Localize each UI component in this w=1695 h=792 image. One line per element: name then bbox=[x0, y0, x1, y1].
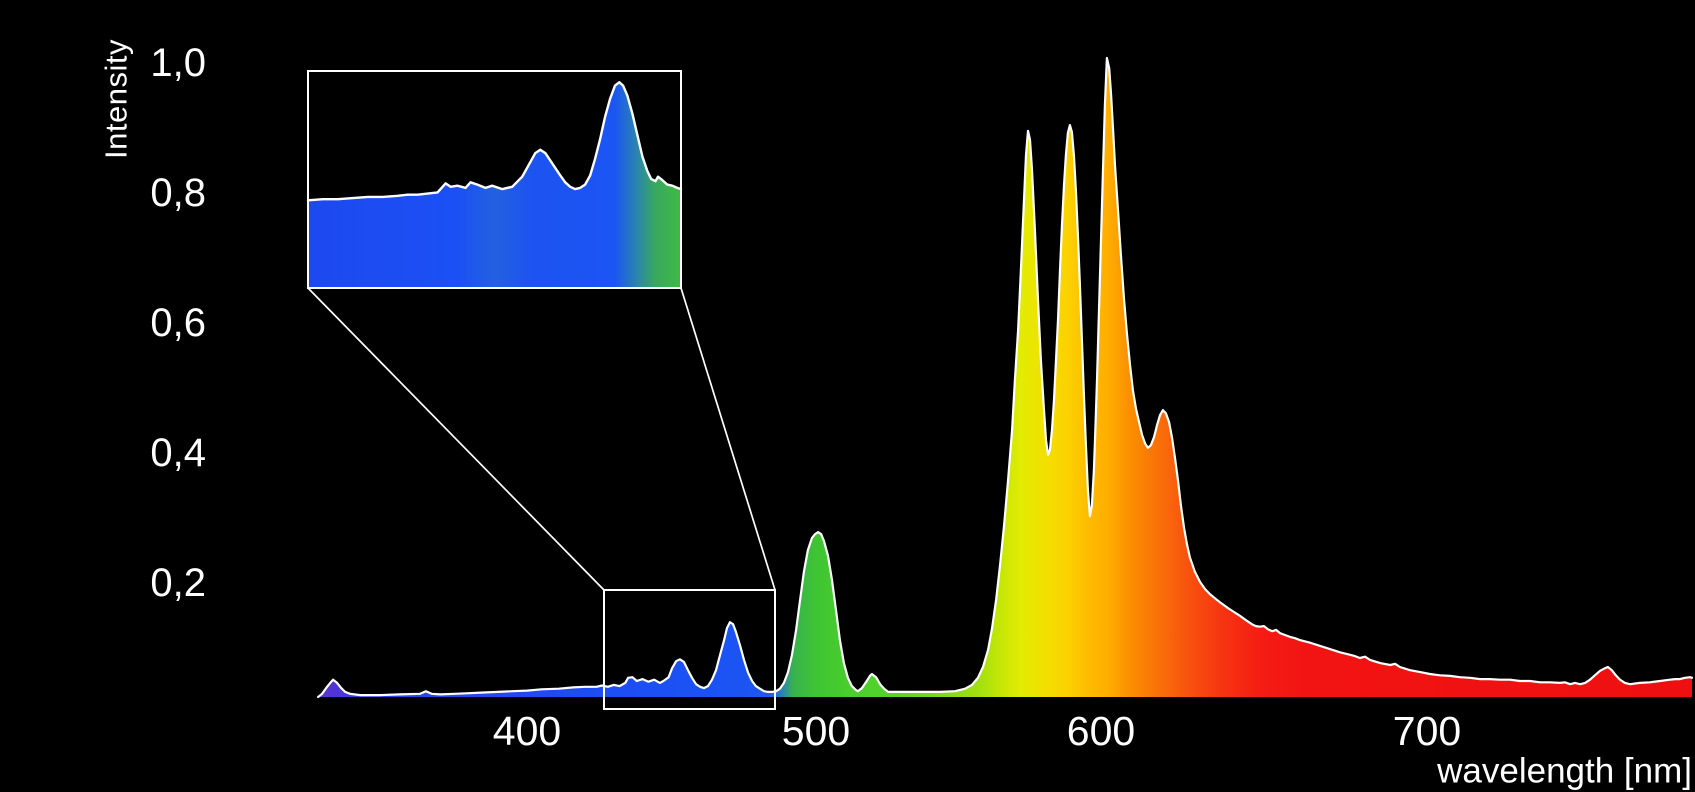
inset-outline bbox=[306, 81, 683, 202]
spectrum-layer bbox=[317, 56, 1694, 699]
x-tick-label-500: 500 bbox=[782, 708, 850, 754]
zoom-annotations bbox=[307, 287, 776, 710]
connector-line-right bbox=[680, 287, 776, 591]
spectrum-outline bbox=[317, 56, 1694, 699]
y-tick-label-0,4: 0,4 bbox=[150, 431, 206, 475]
y-axis-label: Intensity bbox=[99, 39, 134, 159]
inset-area bbox=[308, 82, 681, 288]
x-axis-label: wavelength [nm] bbox=[1436, 752, 1692, 791]
inset-plot bbox=[306, 81, 683, 288]
y-tick-label-0,2: 0,2 bbox=[150, 561, 206, 605]
inset-layer bbox=[306, 70, 683, 289]
x-tick-labels: 400 500 600 700 bbox=[493, 708, 1461, 754]
inset-border bbox=[307, 70, 682, 289]
axis-labels: Intensity wavelength [nm] 1,0 0,8 0,6 0,4 0,… bbox=[99, 39, 1693, 790]
y-tick-labels: 1,0 0,8 0,6 0,4 0,2 bbox=[150, 41, 206, 605]
connector-line-left bbox=[307, 287, 605, 591]
y-tick-label-1,0: 1,0 bbox=[150, 41, 206, 85]
y-tick-label-0,8: 0,8 bbox=[150, 171, 206, 215]
x-tick-label-400: 400 bbox=[493, 708, 561, 754]
y-tick-label-0,6: 0,6 bbox=[150, 301, 206, 345]
x-tick-label-600: 600 bbox=[1067, 708, 1135, 754]
x-tick-label-700: 700 bbox=[1393, 708, 1461, 754]
zoom-region-rect bbox=[603, 589, 776, 710]
spectrum-area bbox=[318, 58, 1693, 697]
